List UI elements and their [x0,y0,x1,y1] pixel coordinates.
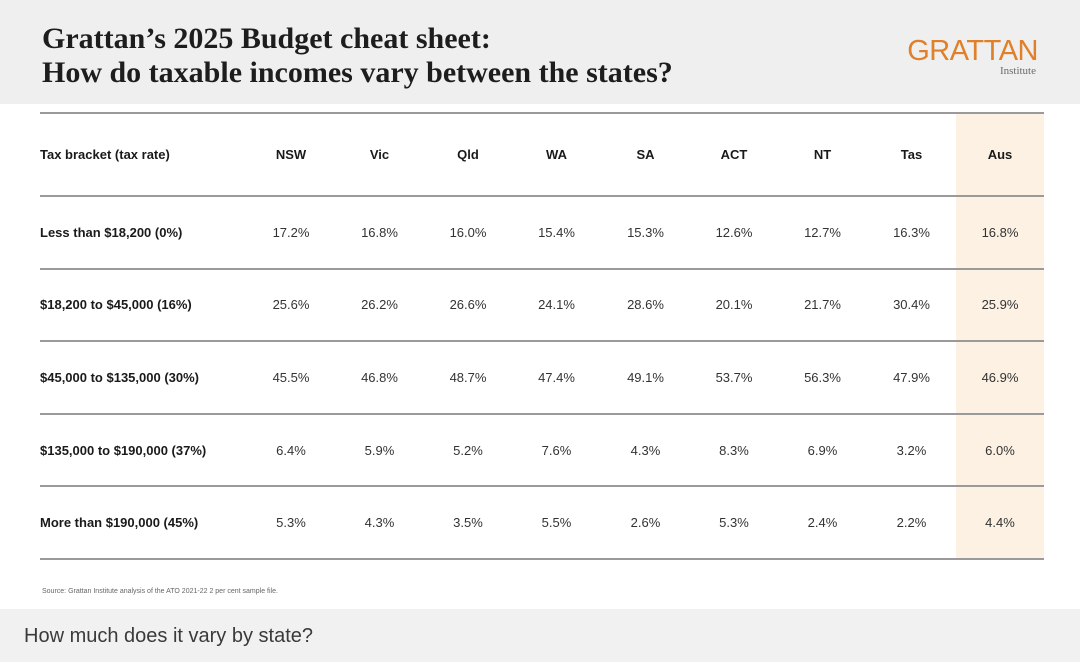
table-cell: 56.3% [778,341,867,415]
tax-bracket-label: $18,200 to $45,000 (16%) [40,268,247,343]
table-cell: 12.7% [778,196,867,270]
table-cell: 21.7% [778,268,867,343]
table-row: Less than $18,200 (0%) 17.2% 16.8% 16.0% 15.… [40,196,1044,270]
column-header: Tax bracket (tax rate) [40,112,247,197]
logo-wordmark: GRATTAN [907,35,1038,67]
table-cell: 47.9% [867,341,956,415]
table-cell: 4.3% [601,413,690,488]
table-cell: 15.3% [601,196,690,270]
table-cell: 46.8% [335,341,424,415]
table-cell: 6.4% [247,413,335,488]
table-cell: 26.6% [424,268,512,343]
table-cell: 6.0% [956,413,1044,488]
tax-bracket-label: More than $190,000 (45%) [40,486,247,560]
table-cell: 28.6% [601,268,690,343]
tax-bracket-table: Tax bracket (tax rate) NSW Vic Qld WA SA ACT NT… [40,112,1044,560]
title-line-1: Grattan’s 2025 Budget cheat sheet: [42,22,491,55]
table-cell: 2.6% [601,486,690,560]
table-row: More than $190,000 (45%) 5.3% 4.3% 3.5% 5.5%… [40,486,1044,560]
column-header: Vic [335,112,424,197]
table-cell: 26.2% [335,268,424,343]
table-cell: 4.3% [335,486,424,560]
table-cell: 6.9% [778,413,867,488]
table-cell: 16.0% [424,196,512,270]
table-cell: 49.1% [601,341,690,415]
table-cell: 53.7% [690,341,778,415]
column-header: SA [601,112,690,197]
table-cell: 7.6% [512,413,601,488]
table-cell: 2.4% [778,486,867,560]
column-header: WA [512,112,601,197]
tax-bracket-label: $135,000 to $190,000 (37%) [40,413,247,488]
table-cell: 16.8% [335,196,424,270]
footer-bar: How much does it vary by state? [0,609,1080,662]
page-title: Grattan’s 2025 Budget cheat sheet: How d… [42,22,673,90]
footer-caption: How much does it vary by state? [24,625,314,647]
table-row: $18,200 to $45,000 (16%) 25.6% 26.2% 26.6% 2… [40,268,1044,343]
table-cell: 5.2% [424,413,512,488]
column-header: Tas [867,112,956,197]
table-cell: 24.1% [512,268,601,343]
title-line-2: How do taxable incomes vary between the … [42,56,673,89]
table-cell: 15.4% [512,196,601,270]
table-row: $135,000 to $190,000 (37%) 6.4% 5.9% 5.2% 7.… [40,413,1044,488]
table-body: Less than $18,200 (0%) 17.2% 16.8% 16.0% 15.… [40,196,1044,560]
table-cell: 17.2% [247,196,335,270]
column-header: Aus [956,112,1044,197]
grattan-logo: GRATTAN Institute [907,36,1038,77]
source-note: Source: Grattan Institute analysis of th… [42,588,278,595]
table-cell: 20.1% [690,268,778,343]
tax-bracket-label: Less than $18,200 (0%) [40,196,247,270]
table-cell: 5.5% [512,486,601,560]
table-cell: 4.4% [956,486,1044,560]
table-cell: 5.3% [690,486,778,560]
table-cell: 16.8% [956,196,1044,270]
tax-bracket-label: $45,000 to $135,000 (30%) [40,341,247,415]
table-cell: 2.2% [867,486,956,560]
header-banner: Grattan’s 2025 Budget cheat sheet: How d… [0,0,1080,104]
table-cell: 3.2% [867,413,956,488]
table-cell: 25.9% [956,268,1044,343]
table-cell: 16.3% [867,196,956,270]
logo-subtext: Institute [999,65,1036,77]
table-cell: 3.5% [424,486,512,560]
column-header: ACT [690,112,778,197]
table-cell: 5.3% [247,486,335,560]
table-header-row: Tax bracket (tax rate) NSW Vic Qld WA SA ACT NT… [40,112,1044,197]
table-cell: 46.9% [956,341,1044,415]
table-cell: 25.6% [247,268,335,343]
table-cell: 30.4% [867,268,956,343]
table-cell: 8.3% [690,413,778,488]
table-cell: 48.7% [424,341,512,415]
column-header: NT [778,112,867,197]
table-cell: 45.5% [247,341,335,415]
column-header: Qld [424,112,512,197]
table-cell: 5.9% [335,413,424,488]
column-header: NSW [247,112,335,197]
table-cell: 47.4% [512,341,601,415]
table-cell: 12.6% [690,196,778,270]
table-row: $45,000 to $135,000 (30%) 45.5% 46.8% 48.7%… [40,341,1044,415]
